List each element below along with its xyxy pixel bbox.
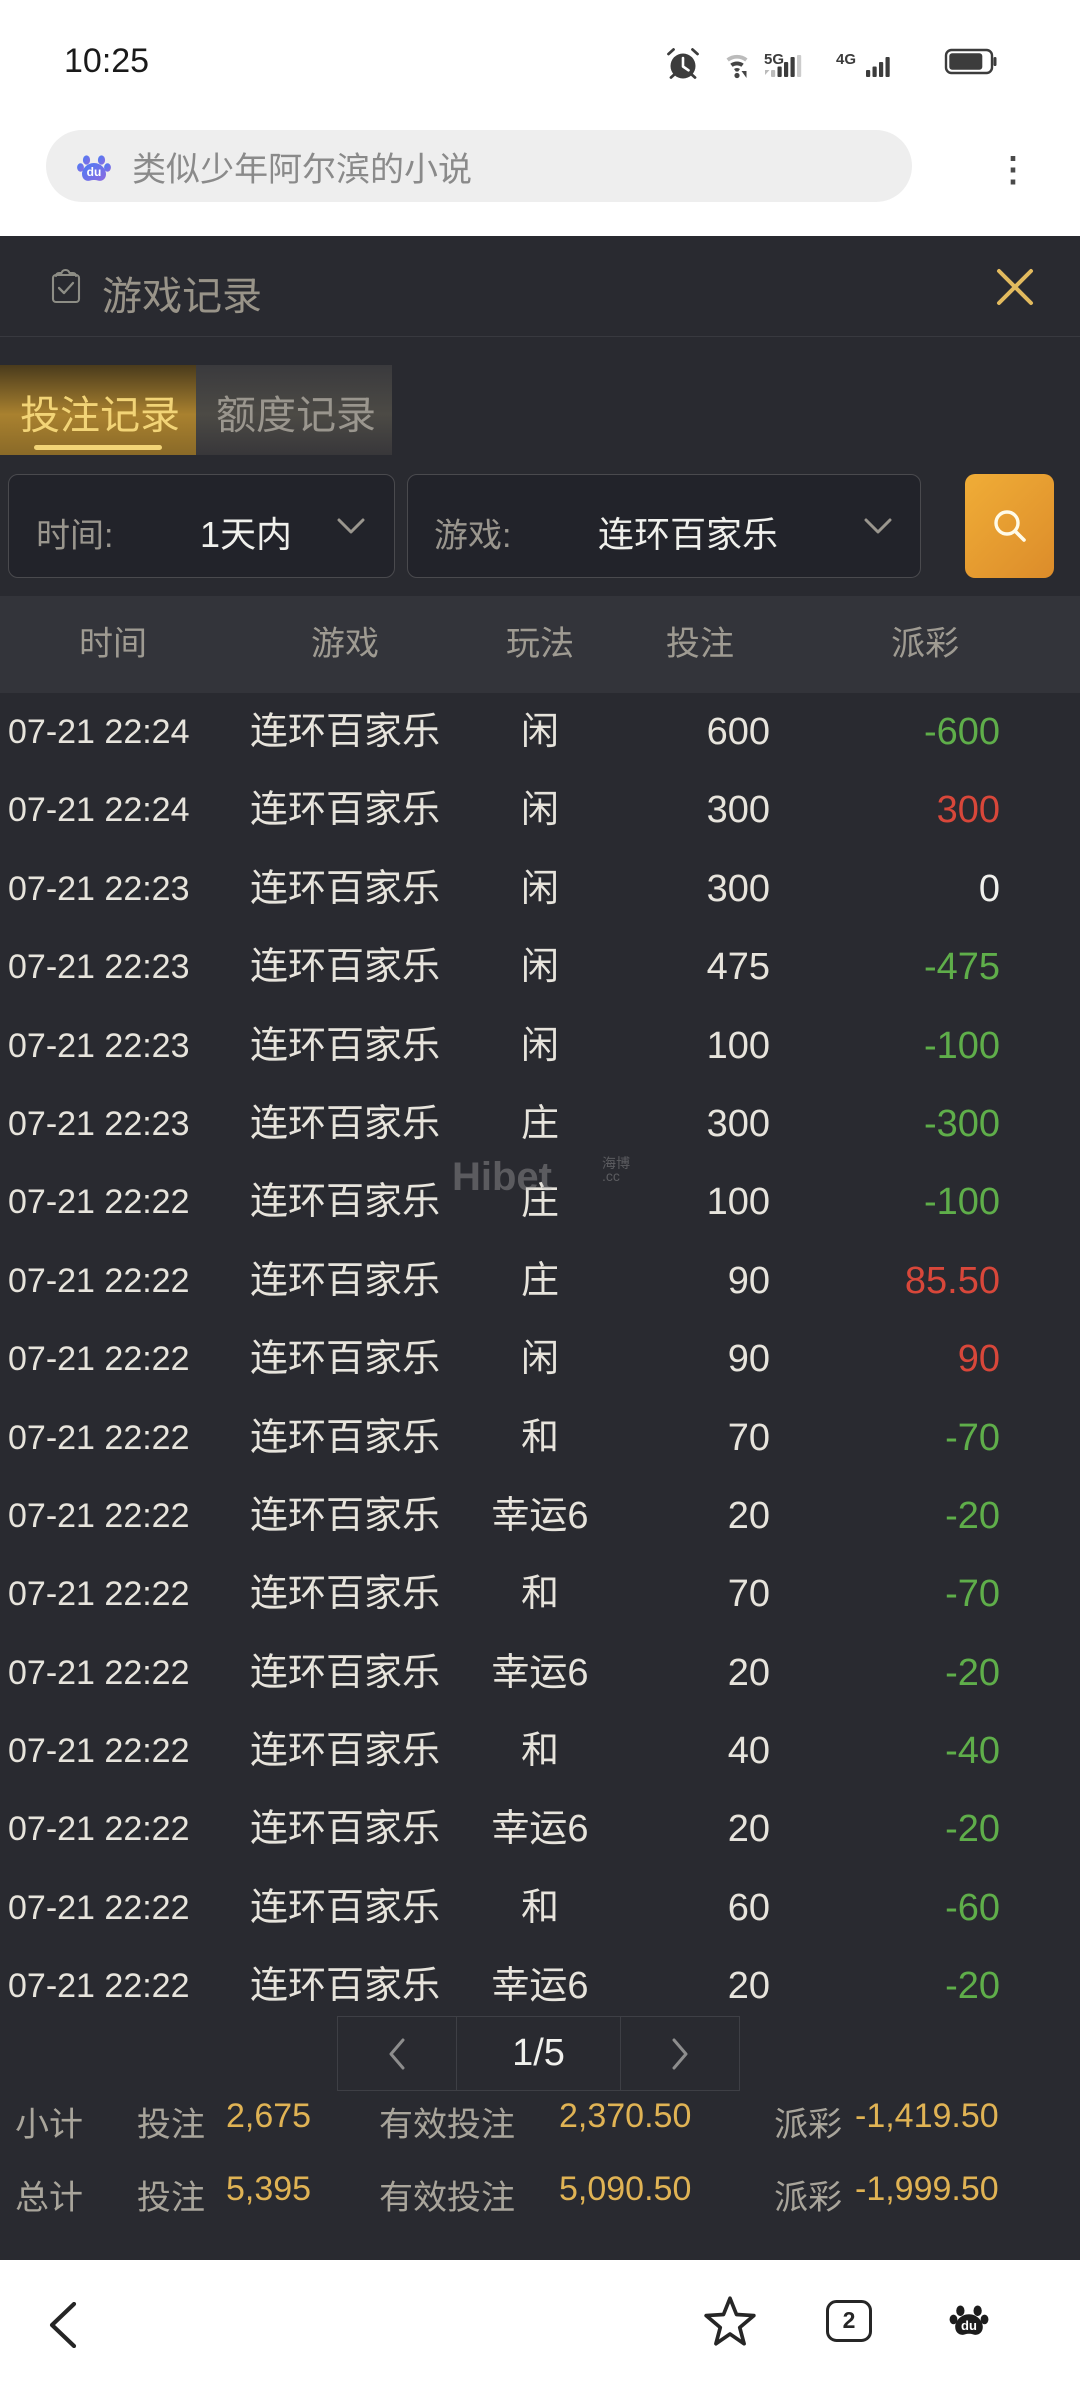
svg-text:4G: 4G	[836, 51, 856, 68]
svg-text:5G: 5G	[764, 51, 784, 68]
